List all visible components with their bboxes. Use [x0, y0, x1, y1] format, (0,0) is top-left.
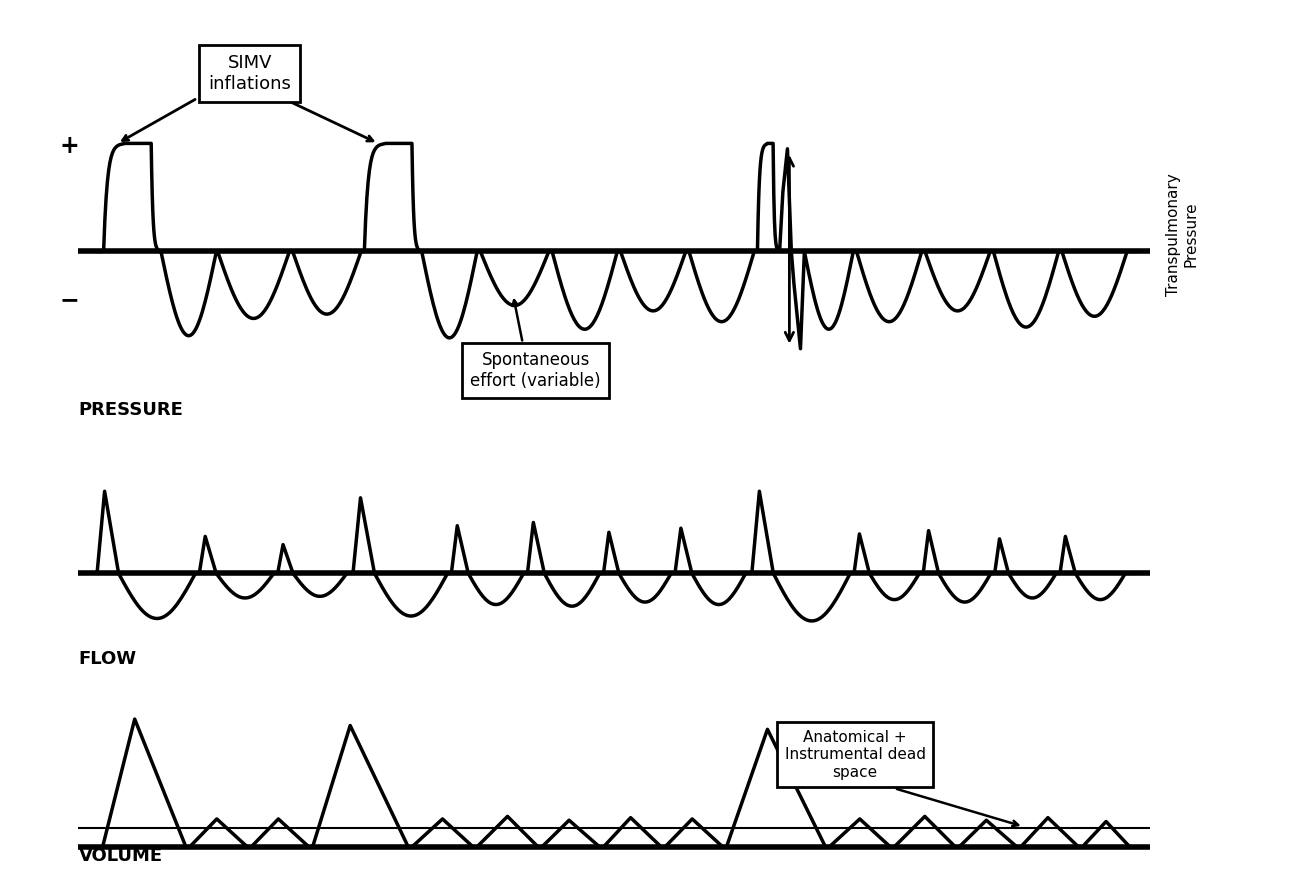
Text: Transpulmonary
Pressure: Transpulmonary Pressure	[1165, 173, 1199, 295]
Text: FLOW: FLOW	[79, 650, 137, 667]
Text: +: +	[59, 133, 79, 157]
Text: −: −	[59, 288, 79, 312]
Text: VOLUME: VOLUME	[79, 847, 163, 865]
Text: SIMV
inflations: SIMV inflations	[208, 54, 291, 93]
Text: Anatomical +
Instrumental dead
space: Anatomical + Instrumental dead space	[784, 730, 925, 780]
Text: Spontaneous
effort (variable): Spontaneous effort (variable)	[470, 351, 601, 390]
Text: PRESSURE: PRESSURE	[79, 401, 183, 419]
